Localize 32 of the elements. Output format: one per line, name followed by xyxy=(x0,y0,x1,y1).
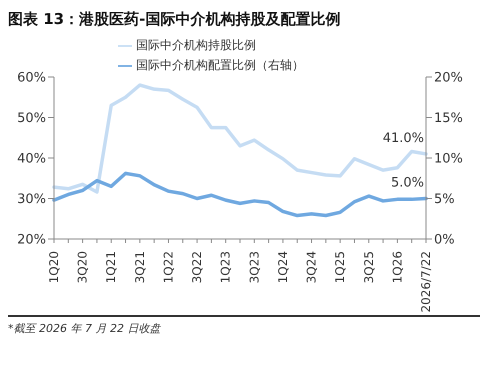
x-tick-label: 3Q22 xyxy=(190,251,204,284)
x-tick-label: 1Q22 xyxy=(161,251,176,284)
x-tick-label: 1Q26 xyxy=(390,251,404,284)
y2-tick-label: 10% xyxy=(434,152,463,167)
y2-tick-label: 20% xyxy=(434,70,463,86)
y2-tick-label: 5% xyxy=(434,192,455,208)
y2-tick-label: 0% xyxy=(434,232,455,248)
data-label: 5.0% xyxy=(390,176,424,190)
y-tick-label: 40% xyxy=(17,152,46,167)
x-tick-label: 1Q23 xyxy=(218,251,233,284)
chart-title: 图表 13：港股医药-国际中介机构持股及配置比例 xyxy=(8,9,342,30)
x-tick-label: 1Q24 xyxy=(276,251,290,284)
line-series xyxy=(52,172,428,218)
x-tick-label: 3Q25 xyxy=(362,251,376,284)
x-tick-label: 1Q20 xyxy=(47,251,61,284)
y-tick-label: 20% xyxy=(17,232,46,248)
x-tick-label: 3Q23 xyxy=(247,251,262,284)
x-tick-label: 3Q20 xyxy=(76,251,90,284)
x-tick-label: 1Q21 xyxy=(104,251,118,284)
x-tick-label: 1Q25 xyxy=(333,251,348,284)
y-tick-label: 30% xyxy=(17,192,46,208)
y2-tick-label: 15% xyxy=(434,111,463,126)
y-tick-label: 50% xyxy=(17,111,46,126)
data-label: 41.0% xyxy=(382,130,424,146)
legend-label: 国际中介机构持股比例 xyxy=(136,38,256,52)
x-tick-label: 3Q21 xyxy=(132,251,147,284)
y-tick-label: 60% xyxy=(17,70,46,86)
line-series xyxy=(52,83,428,194)
x-tick-label: 3Q24 xyxy=(304,251,319,284)
text: *截至 2026 年 7 月 22 日收盘 xyxy=(8,322,160,335)
x-tick-label: 2026/7/22 xyxy=(419,251,433,313)
legend-label: 国际中介机构配置比例（右轴） xyxy=(136,58,304,72)
